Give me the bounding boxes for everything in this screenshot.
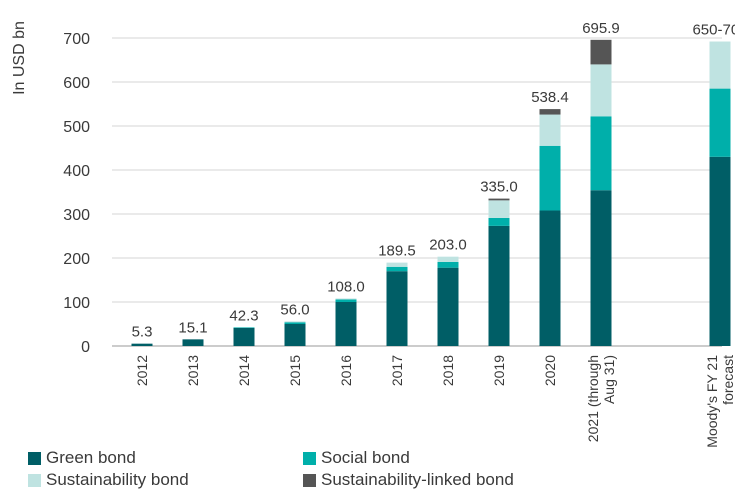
total-label: 335.0 bbox=[480, 179, 518, 196]
y-tick-label: 400 bbox=[63, 163, 90, 180]
bar-segment-social-bond bbox=[233, 327, 255, 328]
x-tick-label: 2018 bbox=[440, 355, 456, 386]
bar-segment-sustainability-bond bbox=[488, 200, 510, 218]
x-tick-label-line: Moody's FY 21 bbox=[704, 355, 720, 448]
y-tick-label: 300 bbox=[63, 207, 90, 224]
x-tick-label: 2019 bbox=[491, 355, 507, 386]
bar-segment-social-bond bbox=[437, 261, 459, 268]
total-label: 56.0 bbox=[280, 301, 309, 318]
bar-segment-sustainability-bond bbox=[335, 298, 357, 300]
legend-swatch-green-bond bbox=[28, 451, 41, 465]
y-tick-label: 600 bbox=[63, 75, 90, 92]
x-tick-label: 2013 bbox=[185, 355, 201, 386]
legend-item-sustainability-bond: Sustainability bond bbox=[28, 470, 189, 490]
x-tick-label-line: 2012 bbox=[134, 355, 150, 386]
bar-segment-green-bond bbox=[233, 327, 255, 346]
total-label: 108.0 bbox=[327, 278, 365, 295]
legend-label-sustainability-bond: Sustainability bond bbox=[46, 470, 189, 489]
x-tick-label-line: 2017 bbox=[389, 355, 405, 386]
bar-segment-social-bond bbox=[709, 88, 731, 157]
y-tick-label: 0 bbox=[81, 339, 90, 356]
bar-segment-green-bond bbox=[131, 343, 153, 346]
legend-label-social-bond: Social bond bbox=[321, 448, 410, 467]
bar-segment-green-bond bbox=[284, 324, 306, 346]
bar-segment-green-bond bbox=[437, 267, 459, 346]
y-axis-label: In USD bn bbox=[11, 21, 28, 95]
gridlines bbox=[112, 37, 722, 347]
x-tick-label: 2020 bbox=[542, 355, 558, 386]
legend-item-green-bond: Green bond bbox=[28, 448, 136, 468]
total-label: 5.3 bbox=[132, 324, 153, 341]
x-tick-label: 2014 bbox=[236, 355, 252, 386]
bar-segment-sustainability-linked-bond bbox=[590, 39, 612, 65]
x-tick-label: Moody's FY 21 forecast bbox=[704, 355, 735, 448]
legend-label-green-bond: Green bond bbox=[46, 448, 136, 467]
x-tick-label: 2015 bbox=[287, 355, 303, 386]
x-tick-label-line: 2019 bbox=[491, 355, 507, 386]
y-tick-label: 100 bbox=[63, 295, 90, 312]
x-tick-label-line: 2020 bbox=[542, 355, 558, 386]
y-tick-labels: 0 100 200 300 400 500 600 700 bbox=[63, 31, 90, 356]
bar-segment-sustainability-linked-bond bbox=[539, 109, 561, 115]
x-tick-label: 2017 bbox=[389, 355, 405, 386]
bar-segment-green-bond bbox=[335, 302, 357, 346]
bar-segment-sustainability-bond bbox=[539, 114, 561, 146]
x-tick-label-line: 2021 (through bbox=[585, 355, 601, 442]
x-tick-label-line: 2018 bbox=[440, 355, 456, 386]
x-tick-labels: 2012 2013 2014 2015 2016 2017 2018 2019 2020 2021… bbox=[134, 355, 735, 448]
legend-item-sustainability-linked-bond: Sustainability-linked bond bbox=[303, 470, 514, 490]
total-labels: 5.3 15.1 42.3 56.0 108.0 189.5 203.0 335.0 538.4… bbox=[132, 20, 735, 341]
bar-segment-sustainability-bond bbox=[386, 262, 408, 267]
total-label: 538.4 bbox=[531, 89, 569, 106]
bar-segment-sustainability-linked-bond bbox=[488, 198, 510, 201]
bar-segment-social-bond bbox=[335, 299, 357, 302]
bar-segment-green-bond bbox=[709, 156, 731, 346]
x-tick-label-line: forecast bbox=[720, 355, 735, 405]
x-tick-label-line: 2015 bbox=[287, 355, 303, 386]
bar-segment-sustainability-bond bbox=[590, 64, 612, 117]
total-label: 695.9 bbox=[582, 20, 620, 37]
bar-segment-green-bond bbox=[488, 225, 510, 346]
bar-segment-green-bond bbox=[182, 339, 204, 346]
legend-swatch-social-bond bbox=[303, 451, 316, 465]
bar-segment-social-bond bbox=[539, 145, 561, 211]
legend-label-sustainability-linked-bond: Sustainability-linked bond bbox=[321, 470, 514, 489]
legend-swatch-sustainability-linked-bond bbox=[303, 473, 316, 487]
bar-segment-sustainability-bond bbox=[437, 256, 459, 262]
x-tick-label: 2021 (through Aug 31) bbox=[585, 355, 617, 442]
x-tick-label: 2012 bbox=[134, 355, 150, 386]
bar-segment-green-bond bbox=[539, 210, 561, 346]
bars bbox=[131, 39, 731, 346]
x-tick-label: 2016 bbox=[338, 355, 354, 386]
y-tick-label: 700 bbox=[63, 31, 90, 48]
total-label: 203.0 bbox=[429, 237, 467, 254]
bar-segment-green-bond bbox=[386, 271, 408, 346]
total-label: 15.1 bbox=[178, 319, 207, 336]
legend: Green bond Social bond Sustainability bo… bbox=[28, 448, 588, 492]
bar-segment-social-bond bbox=[386, 266, 408, 272]
x-tick-label-line: 2016 bbox=[338, 355, 354, 386]
legend-item-social-bond: Social bond bbox=[303, 448, 410, 468]
total-label: 42.3 bbox=[229, 307, 258, 324]
bar-segment-social-bond bbox=[284, 322, 306, 324]
bar-segment-social-bond bbox=[590, 116, 612, 191]
legend-swatch-sustainability-bond bbox=[28, 473, 41, 487]
bar-segment-green-bond bbox=[590, 190, 612, 346]
y-tick-label: 200 bbox=[63, 251, 90, 268]
x-tick-label-line: Aug 31) bbox=[601, 355, 617, 404]
bar-segment-sustainability-bond bbox=[709, 41, 731, 89]
y-tick-label: 500 bbox=[63, 119, 90, 136]
total-label: 650-700 bbox=[692, 22, 735, 39]
x-tick-label-line: 2013 bbox=[185, 355, 201, 386]
total-label: 189.5 bbox=[378, 243, 416, 260]
x-tick-label-line: 2014 bbox=[236, 355, 252, 386]
bar-segment-social-bond bbox=[488, 217, 510, 226]
bar-segment-sustainability-bond bbox=[284, 321, 306, 323]
